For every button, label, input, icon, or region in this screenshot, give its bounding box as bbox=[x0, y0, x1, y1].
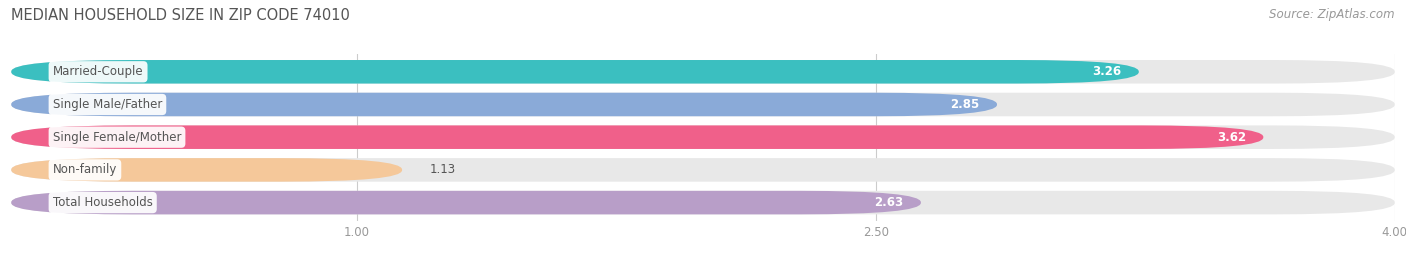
FancyBboxPatch shape bbox=[11, 125, 1264, 149]
Text: Married-Couple: Married-Couple bbox=[53, 65, 143, 78]
FancyBboxPatch shape bbox=[11, 191, 921, 214]
FancyBboxPatch shape bbox=[11, 93, 997, 116]
FancyBboxPatch shape bbox=[11, 158, 1395, 182]
Text: 2.85: 2.85 bbox=[950, 98, 980, 111]
Text: Single Female/Mother: Single Female/Mother bbox=[53, 131, 181, 144]
Text: 3.62: 3.62 bbox=[1218, 131, 1246, 144]
Text: Total Households: Total Households bbox=[53, 196, 153, 209]
Text: Non-family: Non-family bbox=[53, 163, 117, 176]
FancyBboxPatch shape bbox=[11, 93, 1395, 116]
Text: 3.26: 3.26 bbox=[1092, 65, 1122, 78]
Text: MEDIAN HOUSEHOLD SIZE IN ZIP CODE 74010: MEDIAN HOUSEHOLD SIZE IN ZIP CODE 74010 bbox=[11, 8, 350, 23]
FancyBboxPatch shape bbox=[11, 60, 1139, 84]
Text: 1.13: 1.13 bbox=[430, 163, 456, 176]
FancyBboxPatch shape bbox=[11, 125, 1395, 149]
FancyBboxPatch shape bbox=[11, 191, 1395, 214]
FancyBboxPatch shape bbox=[11, 158, 402, 182]
Text: Single Male/Father: Single Male/Father bbox=[53, 98, 162, 111]
Text: Source: ZipAtlas.com: Source: ZipAtlas.com bbox=[1270, 8, 1395, 21]
FancyBboxPatch shape bbox=[11, 60, 1395, 84]
Text: 2.63: 2.63 bbox=[875, 196, 904, 209]
